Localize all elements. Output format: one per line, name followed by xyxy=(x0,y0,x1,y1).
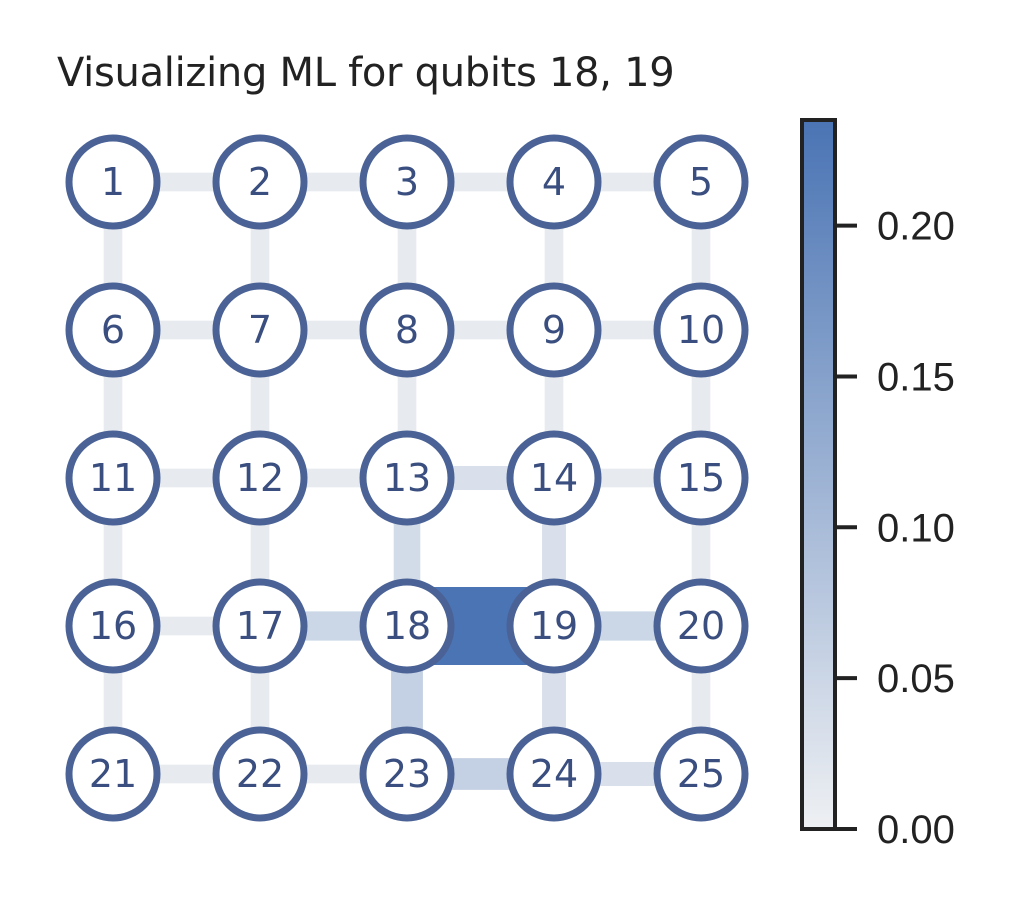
qubit-node-24: 24 xyxy=(506,726,602,822)
qubit-label: 14 xyxy=(530,456,578,500)
qubit-circle xyxy=(359,726,455,822)
colorbar-gradient xyxy=(800,118,837,831)
qubit-circle xyxy=(359,430,455,526)
qubit-node-25: 25 xyxy=(653,726,749,822)
qubit-label: 5 xyxy=(689,160,713,204)
qubit-circle xyxy=(212,578,308,674)
qubit-circle xyxy=(359,134,455,230)
qubit-label: 15 xyxy=(677,456,725,500)
qubit-node-7: 7 xyxy=(212,282,308,378)
colorbar-tick-label: 0.20 xyxy=(877,205,955,249)
colorbar-tick-label: 0.00 xyxy=(877,808,955,852)
qubit-node-5: 5 xyxy=(653,134,749,230)
qubit-node-17: 17 xyxy=(212,578,308,674)
qubit-label: 12 xyxy=(236,456,284,500)
colorbar: 0.00 0.05 0.10 0.15 0.20 xyxy=(800,118,955,852)
qubit-node-8: 8 xyxy=(359,282,455,378)
qubit-circle xyxy=(506,282,602,378)
qubit-label: 11 xyxy=(89,456,137,500)
qubit-node-19: 19 xyxy=(506,578,602,674)
colorbar-tick-label: 0.10 xyxy=(877,506,955,550)
qubit-label: 24 xyxy=(530,752,578,796)
qubit-label: 6 xyxy=(101,308,125,352)
qubit-circle xyxy=(506,578,602,674)
qubit-circle xyxy=(653,282,749,378)
qubit-circle xyxy=(653,430,749,526)
qubit-circle xyxy=(212,134,308,230)
qubit-circle xyxy=(653,134,749,230)
qubit-label: 8 xyxy=(395,308,419,352)
colorbar-tick-label: 0.15 xyxy=(877,355,955,399)
diagram-title: Visualizing ML for qubits 18, 19 xyxy=(57,50,675,96)
qubit-node-6: 6 xyxy=(65,282,161,378)
qubit-node-16: 16 xyxy=(65,578,161,674)
qubit-circle xyxy=(212,430,308,526)
qubit-circle xyxy=(653,726,749,822)
qubit-node-18: 18 xyxy=(359,578,455,674)
qubit-label: 16 xyxy=(89,604,137,648)
qubit-label: 22 xyxy=(236,752,284,796)
qubit-node-13: 13 xyxy=(359,430,455,526)
qubit-circle xyxy=(65,430,161,526)
qubit-circle xyxy=(212,726,308,822)
qubit-label: 7 xyxy=(248,308,272,352)
qubit-node-9: 9 xyxy=(506,282,602,378)
qubit-node-10: 10 xyxy=(653,282,749,378)
qubit-label: 25 xyxy=(677,752,725,796)
qubit-label: 2 xyxy=(248,160,272,204)
qubit-circle xyxy=(506,430,602,526)
qubit-node-12: 12 xyxy=(212,430,308,526)
qubit-label: 20 xyxy=(677,604,725,648)
qubit-circle xyxy=(65,726,161,822)
qubit-label: 21 xyxy=(89,752,137,796)
qubit-circle xyxy=(65,282,161,378)
qubit-node-3: 3 xyxy=(359,134,455,230)
qubit-node-21: 21 xyxy=(65,726,161,822)
qubit-node-22: 22 xyxy=(212,726,308,822)
qubit-node-23: 23 xyxy=(359,726,455,822)
qubit-label: 9 xyxy=(542,308,566,352)
qubit-node-20: 20 xyxy=(653,578,749,674)
qubit-circle xyxy=(653,578,749,674)
qubit-node-14: 14 xyxy=(506,430,602,526)
qubit-node-11: 11 xyxy=(65,430,161,526)
qubit-circle xyxy=(359,578,455,674)
qubit-label: 23 xyxy=(383,752,431,796)
qubit-label: 3 xyxy=(395,160,419,204)
qubit-circle xyxy=(506,726,602,822)
qubit-circle xyxy=(65,134,161,230)
qubit-label: 10 xyxy=(677,308,725,352)
qubit-label: 17 xyxy=(236,604,284,648)
qubit-label: 18 xyxy=(383,604,431,648)
qubit-node-4: 4 xyxy=(506,134,602,230)
colorbar-tick-label: 0.05 xyxy=(877,657,955,701)
qubit-label: 1 xyxy=(101,160,125,204)
qubit-node-1: 1 xyxy=(65,134,161,230)
qubit-circle xyxy=(212,282,308,378)
qubit-circle xyxy=(506,134,602,230)
qubit-node-2: 2 xyxy=(212,134,308,230)
qubit-circle xyxy=(359,282,455,378)
qubit-label: 4 xyxy=(542,160,566,204)
qubit-label: 13 xyxy=(383,456,431,500)
qubit-label: 19 xyxy=(530,604,578,648)
qubit-node-15: 15 xyxy=(653,430,749,526)
qubit-circle xyxy=(65,578,161,674)
